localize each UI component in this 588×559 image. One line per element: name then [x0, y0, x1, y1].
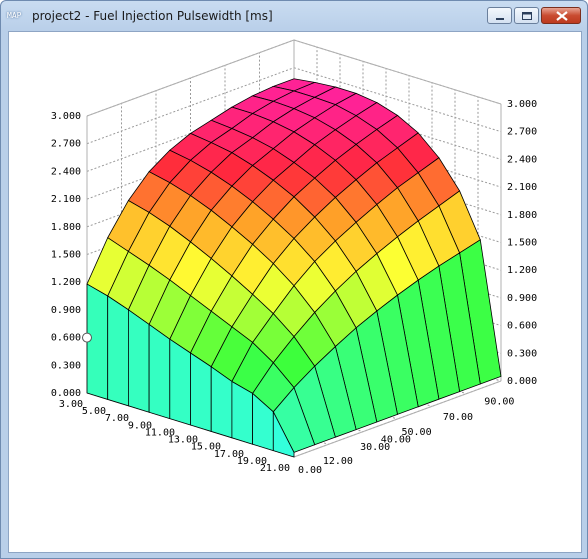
z-tick-label-left: 3.000 [51, 111, 81, 122]
back-wall-gridline [293, 67, 502, 133]
close-button[interactable] [541, 7, 581, 24]
y-tick-label: 0.00 [298, 465, 322, 476]
z-tick-label-left: 2.100 [51, 194, 81, 205]
y-tick-label: 90.00 [484, 397, 514, 408]
z-tick-label-left: 2.400 [51, 166, 81, 177]
chart-area[interactable]: 0.000 0.000 0.300 0.300 0.600 0.600 0.900 0.900… [8, 31, 582, 553]
x-tick-label: 21.00 [260, 463, 290, 474]
z-tick-label-right: 1.800 [507, 210, 537, 221]
minimize-button[interactable] [487, 7, 512, 24]
surface-front-skirt [86, 283, 109, 400]
x-tick-label: 5.00 [82, 406, 106, 417]
app-icon: MAP [7, 11, 22, 20]
maximize-button[interactable] [514, 7, 539, 24]
surface-front-skirt [107, 295, 129, 407]
axis-box-edge [86, 39, 295, 117]
surface-front-skirt [190, 352, 212, 432]
z-tick-label-left: 1.500 [51, 250, 81, 261]
title-bar[interactable]: MAP project2 - Fuel Injection Pulsewidth… [1, 1, 587, 31]
x-tick-label: 7.00 [105, 413, 129, 424]
z-tick-label-left: 1.200 [51, 277, 81, 288]
z-tick-label-right: 3.000 [507, 99, 537, 110]
z-tick-label-right: 2.100 [507, 182, 537, 193]
x-tick-label: 11.00 [145, 427, 175, 438]
cursor-marker [82, 332, 92, 343]
surface-front-skirt [169, 338, 191, 426]
y-tick-label: 30.00 [360, 442, 390, 453]
maximize-icon [522, 12, 532, 20]
x-tick-label: 17.00 [214, 449, 244, 460]
x-tick-label: 15.00 [191, 442, 221, 453]
x-tick-label: 3.00 [59, 399, 83, 410]
window-controls [485, 7, 581, 24]
x-tick-label: 13.00 [168, 435, 198, 446]
window-title: project2 - Fuel Injection Pulsewidth [ms… [32, 9, 273, 23]
z-tick-label-right: 2.700 [507, 127, 537, 138]
surface-plot[interactable]: 0.000 0.000 0.300 0.300 0.600 0.600 0.900 0.900… [9, 32, 581, 552]
z-tick-label-right: 2.400 [507, 154, 537, 165]
x-tick-label: 19.00 [237, 456, 267, 467]
z-tick-label-right: 1.200 [507, 265, 537, 276]
axis-box-edge [293, 39, 502, 105]
z-tick-label-left: 2.700 [51, 139, 81, 150]
z-tick-label-right: 0.600 [507, 321, 537, 332]
y-tick-label: 70.00 [443, 412, 473, 423]
y-tick-label: 40.00 [381, 435, 411, 446]
close-icon [556, 11, 568, 21]
x-tick-label: 9.00 [128, 420, 152, 431]
y-tick-label: 50.00 [402, 427, 432, 438]
z-tick-label-right: 1.500 [507, 238, 537, 249]
surface-front-skirt [128, 308, 150, 413]
axis-box-edge [293, 380, 502, 458]
z-tick-label-right: 0.300 [507, 348, 537, 359]
minimize-icon [496, 18, 504, 20]
z-tick-label-left: 0.000 [51, 388, 81, 399]
z-tick-label-left: 0.300 [51, 360, 81, 371]
z-tick-label-left: 0.900 [51, 305, 81, 316]
z-tick-label-left: 1.800 [51, 222, 81, 233]
z-tick-label-left: 0.600 [51, 333, 81, 344]
z-tick-label-right: 0.000 [507, 376, 537, 387]
surface-front-skirt [148, 323, 171, 420]
z-tick-label-right: 0.900 [507, 293, 537, 304]
y-tick-label: 12.00 [323, 456, 353, 467]
surface-front-skirt [272, 411, 295, 458]
